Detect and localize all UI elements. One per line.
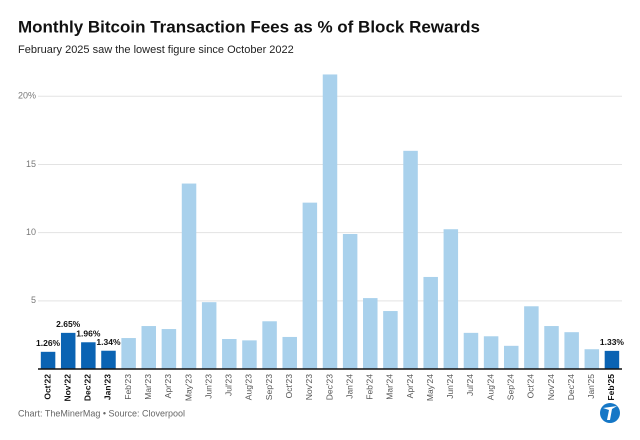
bar [544, 326, 559, 369]
chart-title: Monthly Bitcoin Transaction Fees as % of… [18, 17, 480, 36]
x-tick-label: Mar'24 [385, 374, 395, 400]
bar [383, 311, 398, 369]
bar [443, 229, 459, 369]
y-tick-label: 15 [26, 159, 36, 169]
x-tick-label: Nov'23 [304, 374, 314, 400]
bar [503, 345, 519, 369]
bar [524, 306, 539, 369]
bar [181, 183, 197, 369]
x-tick-label: Oct'22 [42, 374, 52, 400]
x-tick-label: Jul'24 [465, 374, 475, 396]
bar [141, 326, 157, 369]
footer: Chart: TheMinerMag • Source: Cloverpool [18, 408, 185, 418]
bar [242, 340, 257, 369]
bar [282, 336, 297, 369]
data-label: 1.33% [600, 337, 625, 347]
x-tick-label: May'24 [425, 374, 435, 401]
bar [403, 150, 418, 369]
chart-subtitle: February 2025 saw the lowest figure sinc… [18, 44, 294, 56]
bar [423, 276, 438, 369]
x-tick-label: Dec'23 [324, 374, 334, 400]
x-tick-label: Sep'23 [264, 374, 274, 400]
bar [201, 302, 217, 369]
data-label: 1.34% [96, 337, 121, 347]
x-tick-label: Dec'24 [566, 374, 576, 400]
y-tick-label: 20% [18, 91, 36, 101]
x-tick-label: Mar'23 [143, 374, 153, 400]
bar [60, 332, 76, 369]
bar [222, 339, 237, 369]
bar [161, 329, 177, 369]
bar [302, 202, 318, 369]
x-tick-label: Aug'23 [244, 374, 254, 400]
bar [483, 336, 499, 369]
x-tick-label: Jan'23 [103, 374, 113, 400]
x-tick-label: Oct'24 [526, 374, 536, 399]
bar [342, 234, 358, 369]
x-tick-label: Oct'23 [284, 374, 294, 399]
data-label: 2.65% [56, 319, 81, 329]
x-tick-label: Jun'23 [203, 374, 213, 399]
x-tick-label: Apr'23 [163, 374, 173, 399]
bar [81, 342, 96, 369]
x-tick-label: Sep'24 [505, 374, 515, 400]
bar [121, 338, 136, 369]
x-tick-label: Nov'22 [62, 374, 72, 402]
x-tick-label: Aug'24 [485, 374, 495, 400]
x-tick-label: Feb'24 [365, 374, 375, 400]
x-tick-label: Jan'24 [344, 374, 354, 399]
logo [600, 403, 620, 423]
bar [40, 351, 56, 369]
data-label: 1.26% [36, 338, 61, 348]
y-tick-label: 5 [31, 295, 36, 305]
bar [564, 332, 579, 369]
bar [604, 350, 620, 369]
x-tick-label: Jul'23 [224, 374, 234, 396]
bar [463, 332, 479, 369]
data-label: 1.96% [76, 329, 101, 339]
y-tick-label: 10 [26, 227, 36, 237]
x-tick-label: Jan'25 [586, 374, 596, 399]
bar [322, 74, 338, 370]
bar [101, 350, 116, 369]
bar [584, 349, 600, 369]
x-tick-label: Feb'25 [606, 374, 616, 401]
bar [363, 298, 378, 369]
bar [262, 321, 277, 369]
x-tick-label: Jun'24 [445, 374, 455, 399]
x-tick-label: Feb'23 [123, 374, 133, 400]
x-tick-label: Apr'24 [405, 374, 415, 399]
x-tick-label: Nov'24 [546, 374, 556, 400]
x-tick-label: May'23 [183, 374, 193, 401]
x-tick-label: Dec'22 [83, 374, 93, 401]
